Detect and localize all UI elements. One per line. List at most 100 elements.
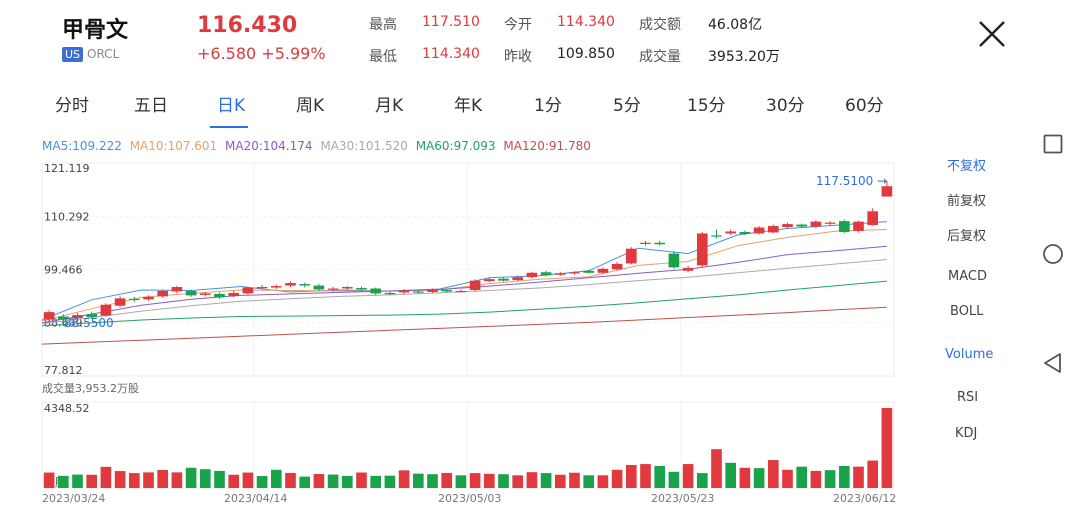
candle xyxy=(625,247,637,265)
candle-body xyxy=(654,242,666,245)
candle-body xyxy=(299,284,311,286)
tab-yearly-k[interactable]: 年K xyxy=(454,96,483,116)
candle xyxy=(711,229,722,239)
tab-monthly-k[interactable]: 月K xyxy=(375,96,404,116)
volume-bar xyxy=(270,469,282,488)
close-icon[interactable] xyxy=(976,18,1008,50)
candle xyxy=(86,311,98,320)
quote-label-volume: 成交量 xyxy=(639,49,681,65)
volume-bar xyxy=(199,469,211,488)
volume-bar xyxy=(356,472,367,488)
candle xyxy=(398,289,410,295)
candle-body xyxy=(725,231,737,234)
tab-1min[interactable]: 1分 xyxy=(534,96,562,116)
price-change: +6.580 +5.99% xyxy=(197,44,326,63)
candle xyxy=(654,240,666,246)
tab-5min[interactable]: 5分 xyxy=(613,96,641,116)
recent-apps-icon[interactable] xyxy=(1043,134,1063,154)
side-option-rsi[interactable]: RSI xyxy=(957,390,979,405)
candle-body xyxy=(327,288,339,290)
ma-line-ma10 xyxy=(41,229,887,322)
ma5-legend: MA5:109.222 xyxy=(42,139,122,153)
ma120-legend: MA120:91.780 xyxy=(503,139,591,153)
candle xyxy=(427,288,438,293)
y-tick-label: 77.812 xyxy=(44,364,83,377)
volume-bar xyxy=(412,473,424,488)
candle xyxy=(725,229,737,235)
min-price-label: 88.5500 xyxy=(64,316,114,330)
volume-bar xyxy=(185,467,197,488)
volume-bar xyxy=(498,474,509,488)
side-option-forward-adjust[interactable]: 前复权 xyxy=(947,194,987,209)
tab-weekly-k[interactable]: 周K xyxy=(296,96,325,116)
ma-line-ma20 xyxy=(41,245,887,324)
candle-body xyxy=(569,272,580,274)
volume-bar xyxy=(654,465,666,488)
candle-body xyxy=(228,292,240,296)
tab-intraday[interactable]: 分时 xyxy=(55,96,89,116)
tab-15min[interactable]: 15分 xyxy=(687,96,726,116)
back-icon[interactable] xyxy=(1043,352,1063,374)
candle-body xyxy=(285,283,296,286)
candle xyxy=(256,285,268,290)
candle-body xyxy=(838,221,850,232)
quote-label-prev-close: 昨收 xyxy=(504,49,532,65)
volume-bar xyxy=(285,472,296,488)
candle xyxy=(597,267,609,274)
side-option-kdj[interactable]: KDJ xyxy=(955,426,978,441)
volume-bar xyxy=(214,470,225,488)
side-option-no-adjust[interactable]: 不复权 xyxy=(947,159,987,174)
candle-body xyxy=(57,316,69,320)
candle xyxy=(228,290,240,298)
candle-body xyxy=(824,222,836,224)
volume-chart-frame xyxy=(41,401,895,489)
quote-value-open: 114.340 xyxy=(557,14,615,30)
candle-body xyxy=(370,288,382,294)
volume-bar xyxy=(384,475,396,488)
ma-line-ma60 xyxy=(41,280,887,327)
candle-body xyxy=(796,224,808,227)
side-option-boll[interactable]: BOLL xyxy=(950,304,984,319)
candle-body xyxy=(810,221,822,227)
side-option-backward-adjust[interactable]: 后复权 xyxy=(947,229,987,244)
volume-bar xyxy=(569,472,580,488)
side-option-volume[interactable]: Volume xyxy=(945,347,994,362)
tab-five-day[interactable]: 五日 xyxy=(134,96,168,116)
volume-bar xyxy=(810,470,822,488)
candle-body xyxy=(611,263,623,270)
volume-bar xyxy=(853,466,864,488)
volume-bar xyxy=(43,472,55,488)
candle xyxy=(498,277,509,282)
candle-body xyxy=(853,221,864,231)
x-tick-label: 2023/05/03 xyxy=(438,492,501,505)
candle-body xyxy=(242,287,254,294)
candle-body xyxy=(157,290,169,297)
ticker-symbol: ORCL xyxy=(87,47,120,61)
candle-body xyxy=(597,268,609,273)
side-option-macd[interactable]: MACD xyxy=(948,269,987,284)
candle xyxy=(810,220,822,229)
x-tick-label: 2023/05/23 xyxy=(651,492,714,505)
tab-60min[interactable]: 60分 xyxy=(845,96,884,116)
tab-30min[interactable]: 30分 xyxy=(766,96,805,116)
candle xyxy=(867,208,879,226)
y-tick-label: 99.466 xyxy=(44,263,83,276)
candle-body xyxy=(753,227,765,234)
volume-bar xyxy=(327,474,339,488)
candle xyxy=(739,230,751,235)
home-icon[interactable] xyxy=(1042,243,1064,265)
quote-value-prev-close: 109.850 xyxy=(557,46,615,62)
volume-bar xyxy=(554,474,566,488)
volume-max-label: 4348.52 xyxy=(44,402,90,415)
volume-bar xyxy=(668,471,680,488)
candle xyxy=(185,289,197,297)
candle-body xyxy=(356,288,367,290)
candle xyxy=(682,265,694,273)
candle-body xyxy=(341,287,353,289)
candle xyxy=(554,271,566,276)
tab-daily-k[interactable]: 日K xyxy=(217,96,246,116)
candle xyxy=(356,286,367,291)
volume-bar xyxy=(725,462,737,488)
candle xyxy=(114,296,126,308)
